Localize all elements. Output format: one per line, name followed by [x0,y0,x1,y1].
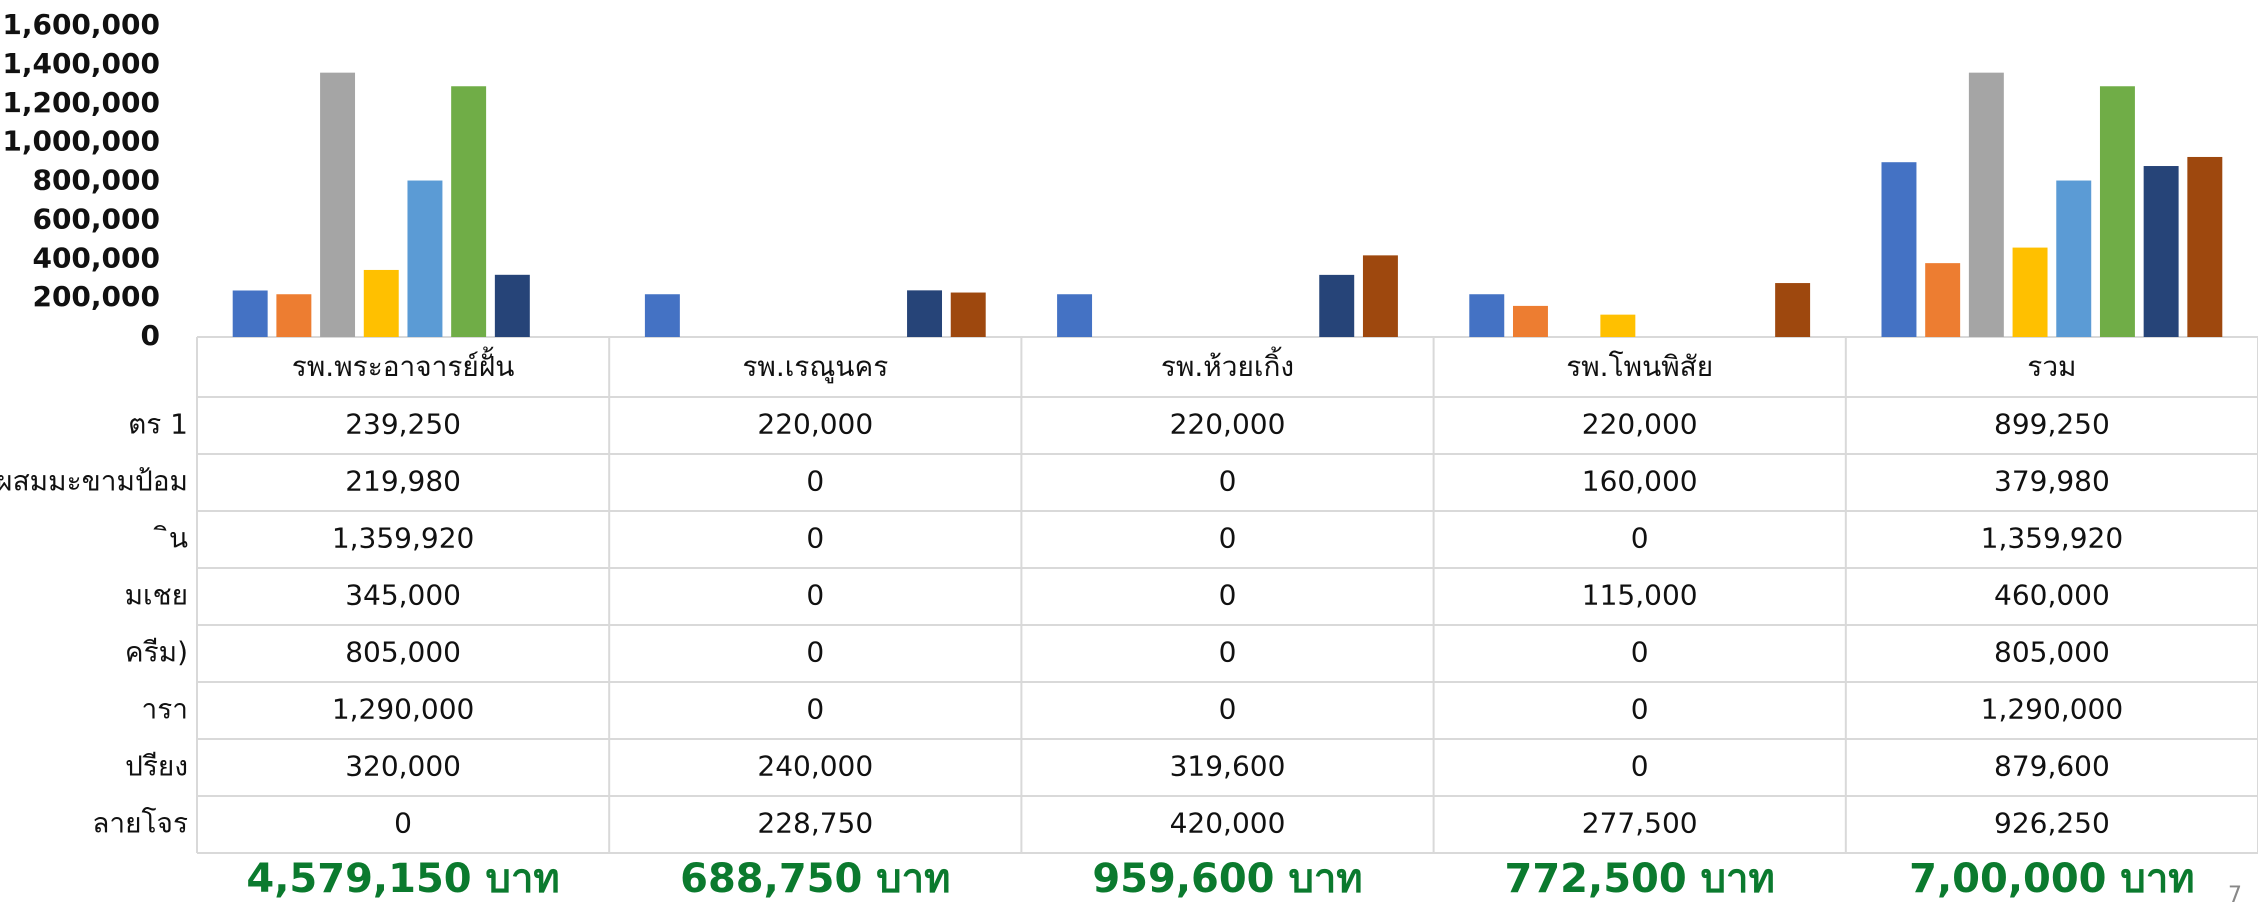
value-label: 228,750 [757,807,873,840]
bar [363,269,399,337]
value-label: 0 [1219,465,1237,498]
bar [2099,86,2135,337]
row-label: ลายโจร [92,807,188,840]
value-label: 879,600 [1994,750,2110,783]
x-tick-label: รพ.ห้วยเกิ้ง [1161,346,1294,383]
total-label: 772,500 บาท [1505,856,1775,902]
value-label: 319,600 [1170,750,1286,783]
value-label: 0 [806,465,824,498]
row-label: มเชย [125,579,188,612]
bar [1362,255,1398,337]
value-label: 379,980 [1994,465,2110,498]
bar [1775,283,1811,337]
value-label: 0 [806,636,824,669]
value-label: 0 [1219,579,1237,612]
bar [2143,166,2179,337]
y-tick-label: 600,000 [32,202,160,235]
x-tick-label: รพ.พระอาจารย์ฝั้น [292,346,515,383]
y-tick-label: 0 [141,319,160,352]
value-label: 239,250 [345,408,461,441]
bar [1600,314,1636,337]
total-label: 688,750 บาท [680,856,950,902]
value-label: 1,359,920 [1981,522,2124,555]
value-label: 460,000 [1994,579,2110,612]
value-label: 0 [806,522,824,555]
value-label: 220,000 [1582,408,1698,441]
y-tick-label: 1,000,000 [2,125,160,158]
bar [2012,247,2048,337]
value-label: 0 [1631,750,1649,783]
bar [1881,162,1917,337]
x-tick-label: รพ.โพนพิสัย [1566,350,1713,383]
row-label: ิน [153,522,188,555]
y-tick-label: 1,200,000 [2,86,160,119]
row-label: ปรียง [125,750,188,783]
y-tick-label: 1,400,000 [2,47,160,80]
value-label: 277,500 [1582,807,1698,840]
total-label: 959,600 บาท [1092,856,1362,902]
value-label: 115,000 [1582,579,1698,612]
value-label: 0 [1631,636,1649,669]
bar [276,294,312,337]
value-label: 220,000 [1170,408,1286,441]
bar [407,180,443,337]
bar [451,86,487,337]
bar [950,292,986,337]
value-label: 220,000 [757,408,873,441]
value-label: 0 [1631,693,1649,726]
value-label: 805,000 [1994,636,2110,669]
row-label: ตร 1 [128,408,188,441]
bar [907,290,943,337]
value-label: 0 [806,579,824,612]
bar [320,72,356,337]
bar [644,294,680,337]
bar [494,274,530,337]
value-label: 0 [1631,522,1649,555]
bar [1057,294,1093,337]
x-tick-label: รพ.เรณูนคร [742,350,888,384]
y-tick-label: 200,000 [32,280,160,313]
value-label: 345,000 [345,579,461,612]
bar [1319,274,1355,337]
value-label: 0 [1219,693,1237,726]
bar [1968,72,2004,337]
value-label: 0 [1219,636,1237,669]
value-label: 1,359,920 [332,522,475,555]
value-label: 1,290,000 [1981,693,2124,726]
bar [1469,294,1505,337]
value-label: 926,250 [1994,807,2110,840]
bar [232,290,268,337]
value-label: 899,250 [1994,408,2110,441]
bar [2187,156,2223,337]
total-label: 7,00,000 บาท [1909,856,2195,902]
value-label: 240,000 [757,750,873,783]
value-label: 0 [1219,522,1237,555]
bar [1512,305,1548,337]
value-label: 160,000 [1582,465,1698,498]
value-label: 1,290,000 [332,693,475,726]
value-label: 320,000 [345,750,461,783]
x-tick-label: รวม [2027,350,2076,383]
total-label: 4,579,150 บาท [246,856,559,902]
page-number: 7 [2228,883,2242,906]
row-label: ารา [142,693,188,726]
y-tick-label: 1,600,000 [2,8,160,41]
value-label: 805,000 [345,636,461,669]
row-label: ผสมมะขามป้อม [0,465,188,498]
value-label: 0 [394,807,412,840]
row-label: ครีม) [125,636,188,669]
y-tick-label: 400,000 [32,241,160,274]
bar [1925,263,1961,337]
bar [2056,180,2092,337]
value-label: 219,980 [345,465,461,498]
value-label: 420,000 [1170,807,1286,840]
y-tick-label: 800,000 [32,164,160,197]
value-label: 0 [806,693,824,726]
